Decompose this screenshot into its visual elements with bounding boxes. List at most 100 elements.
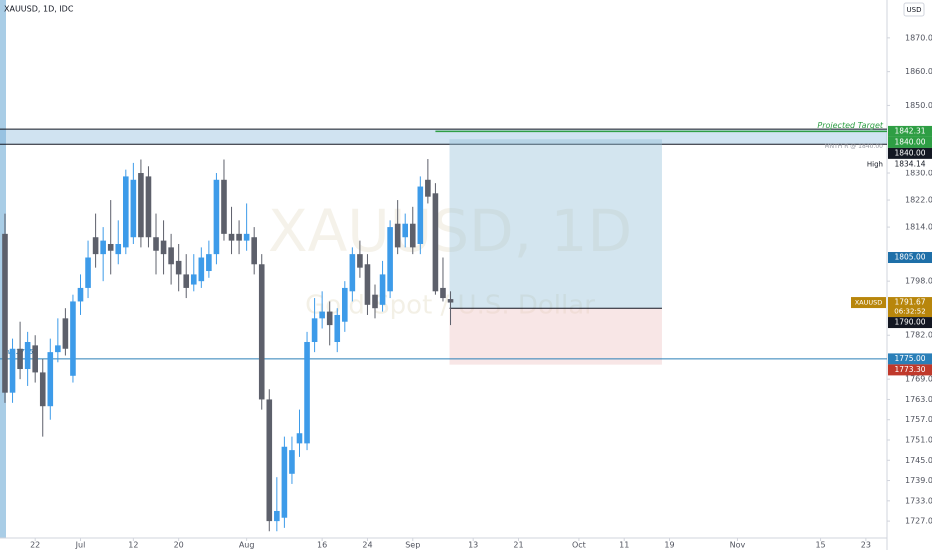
candle-body xyxy=(160,240,167,255)
currency-label[interactable]: USD xyxy=(907,6,922,14)
y-tick-label: 1739.00 xyxy=(905,476,932,485)
candle-body xyxy=(70,301,76,376)
candle-body xyxy=(100,240,106,255)
candle-body xyxy=(417,186,424,244)
candle-body xyxy=(85,257,91,288)
candle-body xyxy=(440,287,446,299)
candle-body xyxy=(266,399,273,522)
y-tick-label: 1751.00 xyxy=(905,435,932,444)
y-tick-label: 1757.00 xyxy=(905,415,932,424)
candle-body xyxy=(349,254,356,292)
candle-body xyxy=(342,287,348,322)
price-tag xyxy=(888,125,932,137)
price-tag xyxy=(888,136,932,148)
candle-body xyxy=(183,274,190,288)
y-tick-label: 1769.00 xyxy=(905,375,932,384)
price-tag-label: 1840.00 xyxy=(894,137,925,146)
candle-body xyxy=(258,264,265,400)
y-tick-label: 1860.00 xyxy=(905,67,932,76)
x-tick-label: 22 xyxy=(30,541,40,550)
price-tag xyxy=(888,158,932,170)
price-tag-label: 1834.14 xyxy=(894,159,925,168)
candle-body xyxy=(190,274,197,285)
candle-body xyxy=(77,287,84,302)
target-name: Projected Target xyxy=(817,121,883,130)
x-tick-label: 24 xyxy=(362,541,372,550)
candle-body xyxy=(47,352,54,407)
price-tag-label: 1805.00 xyxy=(894,253,925,262)
candle-body xyxy=(24,341,31,370)
candle-body xyxy=(213,179,220,255)
x-tick-label: 16 xyxy=(317,541,327,550)
resistance-zone xyxy=(0,129,887,145)
price-tag-label: 1775.00 xyxy=(894,354,925,363)
candle-body xyxy=(153,237,159,251)
candle-body xyxy=(281,446,288,518)
y-tick-label: 1830.00 xyxy=(905,169,932,178)
x-tick-label: Oct xyxy=(572,541,586,550)
candle-body xyxy=(432,193,439,292)
candle-body xyxy=(175,260,182,275)
y-tick-label: 1763.00 xyxy=(905,395,932,404)
y-tick-label: 1814.00 xyxy=(905,223,932,232)
price-tag xyxy=(888,353,932,365)
candle-body xyxy=(206,254,212,272)
price-tag-label: 1840.00 xyxy=(894,148,925,157)
x-tick-label: 19 xyxy=(664,541,674,550)
candle-body xyxy=(138,173,144,238)
price-tag-label: 1790.00 xyxy=(894,318,925,327)
x-tick-label: Sep xyxy=(405,541,420,550)
candle-body xyxy=(198,257,205,282)
price-tag xyxy=(888,147,932,159)
price-tag xyxy=(888,252,932,264)
x-tick-label: 20 xyxy=(174,541,184,550)
x-tick-label: 21 xyxy=(513,541,523,550)
x-tick-label: Nov xyxy=(730,541,746,550)
candle-body xyxy=(17,348,23,370)
candle-body xyxy=(319,311,325,319)
candle-body xyxy=(9,348,16,393)
symbol-tag xyxy=(851,297,886,309)
price-tag-label: 1773.30 xyxy=(894,365,925,374)
y-tick-label: 1782.00 xyxy=(905,331,932,340)
chart-title: XAUUSD, 1D, IDC xyxy=(4,5,74,14)
x-tick-label: 13 xyxy=(468,541,478,550)
candle-body xyxy=(92,237,99,255)
candle-body xyxy=(357,254,363,268)
y-tick-label: 1733.00 xyxy=(905,496,932,505)
y-tick-label: 1745.00 xyxy=(905,456,932,465)
candle-body xyxy=(251,237,257,265)
x-tick-label: 11 xyxy=(619,541,629,550)
candle-body xyxy=(447,299,454,303)
position-profit xyxy=(449,139,662,309)
candle-body xyxy=(32,345,38,373)
price-tag xyxy=(888,364,932,376)
candle-body xyxy=(326,311,333,326)
y-tick-label: 1822.00 xyxy=(905,196,932,205)
candle-body xyxy=(221,179,227,234)
candle-body xyxy=(2,233,8,393)
y-tick-label: 1727.00 xyxy=(905,517,932,526)
candle-body xyxy=(145,176,152,238)
candle-body xyxy=(289,450,295,474)
candle-body xyxy=(39,372,46,407)
candle-body xyxy=(55,345,61,353)
x-tick-label: Aug xyxy=(239,541,255,550)
price-tag xyxy=(888,317,932,329)
candle-body xyxy=(123,176,129,248)
watermark-symbol: XAUUSD, 1D xyxy=(268,197,632,265)
candle-body xyxy=(228,233,235,241)
price-tag-label: 1842.31 xyxy=(894,126,925,135)
candle-body xyxy=(168,247,174,265)
candle-body xyxy=(115,243,122,255)
position-loss xyxy=(449,308,662,365)
currency-button[interactable] xyxy=(903,2,925,17)
candle-body xyxy=(311,318,318,342)
candle-body xyxy=(425,179,431,197)
high-name: High xyxy=(867,160,883,168)
candle-body xyxy=(62,318,69,349)
candle-body xyxy=(296,433,303,444)
candle-body xyxy=(379,274,386,305)
x-tick-label: Jul xyxy=(75,541,86,550)
x-tick-label: 23 xyxy=(861,541,871,550)
